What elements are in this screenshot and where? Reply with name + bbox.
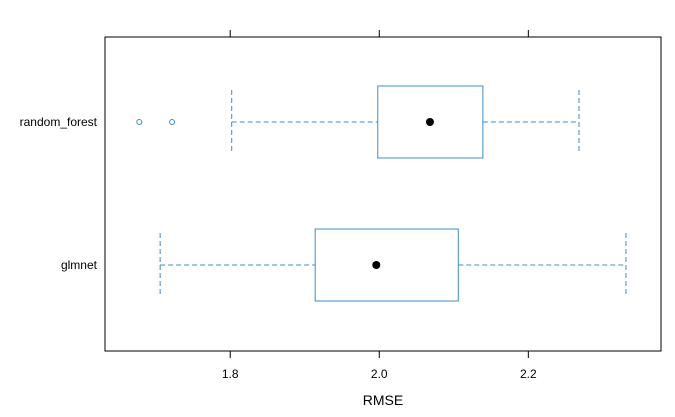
median-dot: [425, 118, 434, 126]
box-series: [136, 85, 627, 302]
outlier-point: [169, 119, 176, 125]
x-tick-labels: 1.8 2.0 2.2: [222, 367, 537, 381]
outlier-point: [136, 119, 143, 125]
category-label: random_forest: [20, 115, 98, 129]
interquartile-box: [377, 85, 484, 159]
top-axis-ticks: [229, 30, 529, 37]
category-label: glmnet: [61, 258, 98, 272]
median-dot: [372, 261, 381, 269]
x-tick-label: 2.0: [371, 367, 388, 381]
x-tick-label: 1.8: [222, 367, 239, 381]
plot-frame: [104, 36, 662, 352]
box-random-forest: [136, 85, 580, 159]
x-tick-label: 2.2: [520, 367, 537, 381]
x-axis-title: RMSE: [363, 392, 403, 408]
interquartile-box: [314, 228, 459, 302]
bottom-axis-ticks: [229, 351, 529, 358]
box-glmnet: [159, 228, 627, 302]
